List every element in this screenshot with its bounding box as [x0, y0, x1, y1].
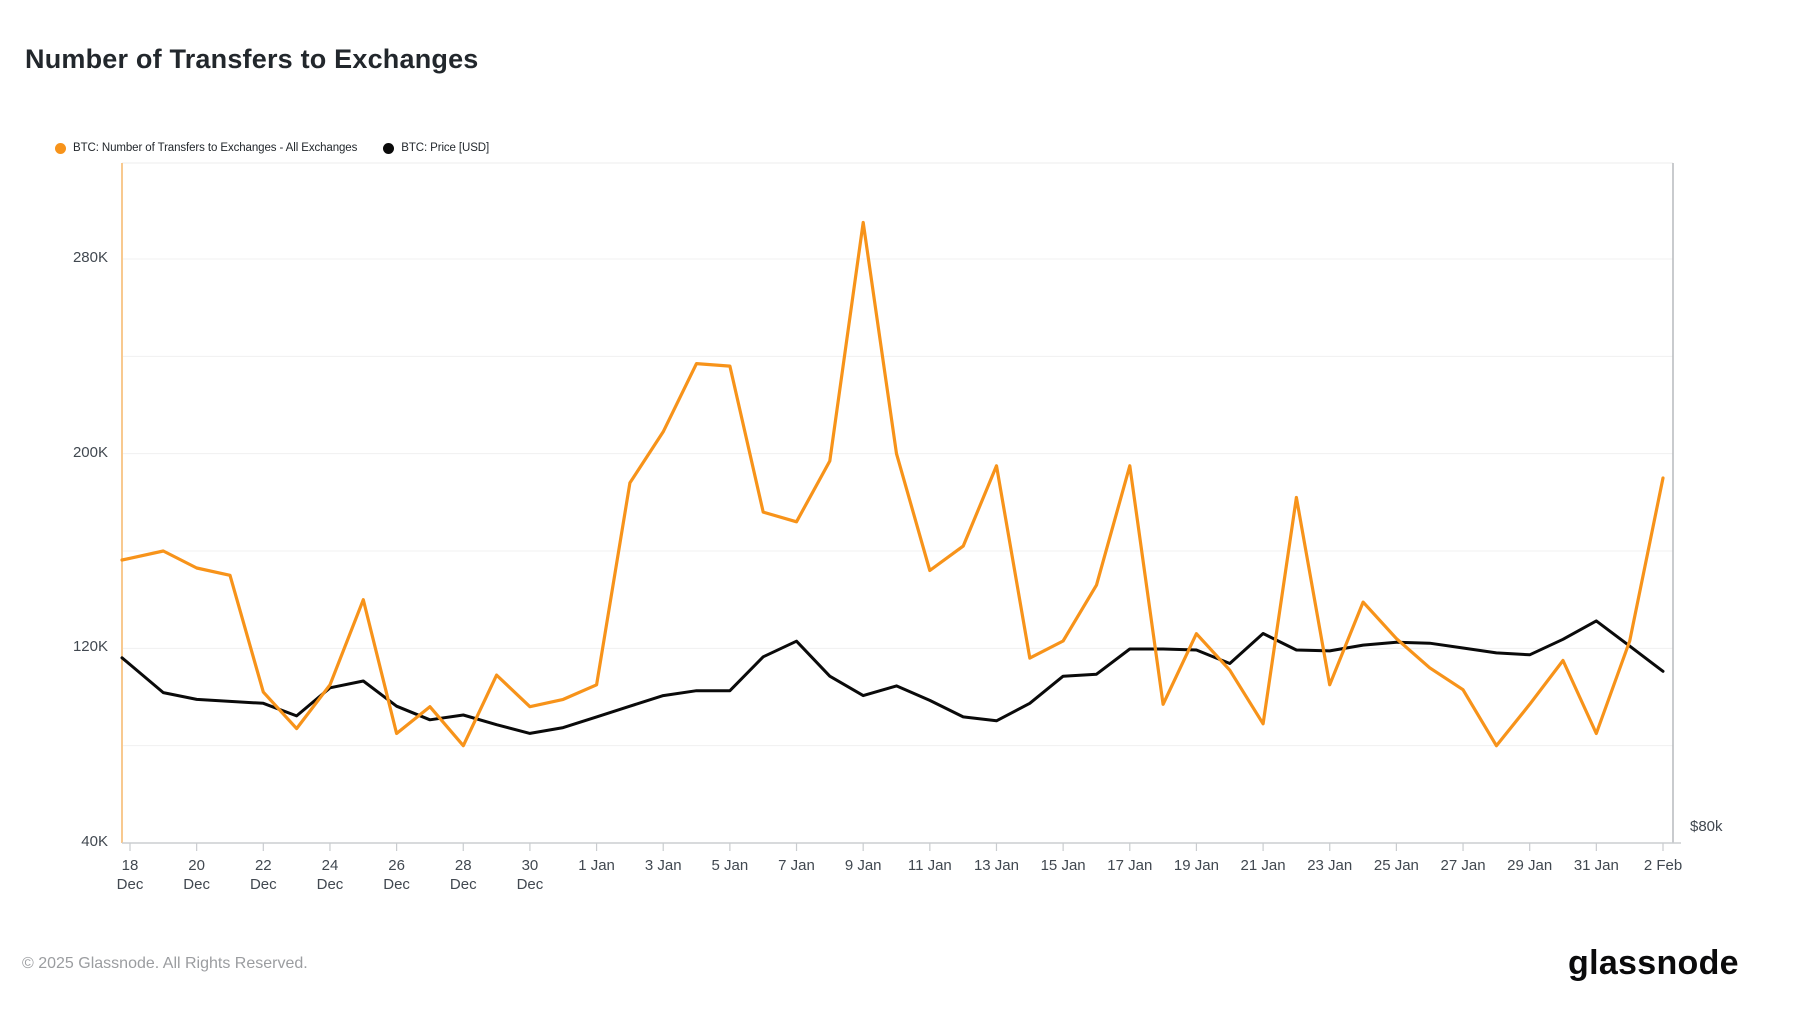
x-axis-label: 29 Jan — [1490, 856, 1570, 875]
x-axis-label-day: 3 Jan — [644, 857, 682, 874]
y-axis-label: 280K — [72, 249, 108, 266]
x-axis-label: 25 Jan — [1356, 856, 1436, 875]
x-axis-label: 26 Dec — [357, 856, 437, 894]
x-axis-label: 18 Dec — [90, 856, 170, 894]
x-axis-label-day: 29 Jan — [1507, 857, 1553, 874]
x-axis-label-day: 5 Jan — [711, 857, 749, 874]
x-axis-label-day: 2 Feb — [1643, 857, 1683, 874]
x-axis-label-day: 15 Jan — [1040, 857, 1086, 874]
x-axis-label-day: 25 Jan — [1373, 857, 1419, 874]
x-axis-label: 28 Dec — [423, 856, 503, 894]
x-axis-label: 9 Jan — [823, 856, 903, 875]
price-line — [120, 619, 1665, 735]
x-axis-label: 22 Dec — [223, 856, 303, 894]
x-axis-label: 31 Jan — [1556, 856, 1636, 875]
x-axis-label-month: Dec — [383, 876, 410, 893]
legend-item-transfers[interactable]: BTC: Number of Transfers to Exchanges - … — [55, 142, 357, 154]
x-axis-label: 30 Dec — [490, 856, 570, 894]
legend-item-price[interactable]: BTC: Price [USD] — [383, 142, 489, 154]
x-axis-label-month: Dec — [316, 876, 344, 893]
x-axis-label-day: 23 Jan — [1307, 857, 1353, 874]
x-axis-label-day: 1 Jan — [578, 857, 615, 874]
x-axis-label: 5 Jan — [690, 856, 770, 875]
legend: BTC: Number of Transfers to Exchanges - … — [55, 142, 489, 154]
page-title: Number of Transfers to Exchanges — [25, 44, 479, 74]
x-axis-label-day: 31 Jan — [1573, 857, 1619, 874]
y-axis-label: 120K — [72, 638, 108, 656]
y-axis-label: 200K — [72, 443, 108, 461]
transfers-series-dot-icon — [55, 142, 66, 154]
legend-label-transfers: BTC: Number of Transfers to Exchanges - … — [73, 142, 358, 154]
x-axis-label-day: 26 — [388, 857, 405, 874]
x-axis-label: 21 Jan — [1223, 856, 1303, 875]
x-axis-label-day: 30 — [521, 857, 539, 874]
x-axis-label-month: Dec — [183, 876, 210, 893]
x-axis-label-day: 17 Jan — [1107, 857, 1153, 874]
x-axis-label: 17 Jan — [1090, 856, 1170, 875]
x-axis-label-day: 20 — [188, 857, 205, 874]
x-axis-label: 11 Jan — [890, 856, 970, 875]
x-axis-label-month: Dec — [449, 876, 477, 893]
x-axis-label-day: 9 Jan — [844, 857, 882, 874]
x-axis-label: 2 Feb — [1623, 856, 1703, 875]
x-axis-label-month: Dec — [116, 876, 144, 893]
x-axis-label-day: 28 — [454, 857, 472, 874]
x-axis-label-day: 13 Jan — [973, 857, 1019, 874]
x-axis-label: 7 Jan — [757, 856, 837, 875]
x-axis-label: 27 Jan — [1423, 856, 1503, 875]
glassnode-logo: glassnode — [1568, 944, 1739, 982]
x-axis-label-day: 18 — [121, 857, 139, 874]
x-axis-label-day: 7 Jan — [778, 857, 815, 874]
x-axis-label-month: Dec — [249, 876, 277, 893]
x-axis-label: 3 Jan — [623, 856, 703, 875]
copyright-text: © 2025 Glassnode. All Rights Reserved. — [22, 955, 308, 972]
x-axis-label-month: Dec — [516, 876, 544, 893]
x-axis-label-day: 11 Jan — [907, 857, 952, 874]
transfers-line — [120, 220, 1665, 748]
x-axis-label-day: 27 Jan — [1440, 857, 1486, 874]
x-axis-label-day: 21 Jan — [1240, 857, 1286, 874]
x-axis-label: 1 Jan — [557, 856, 637, 875]
legend-label-price: BTC: Price [USD] — [401, 142, 490, 154]
x-axis-label-day: 19 Jan — [1173, 857, 1219, 874]
x-axis-label: 15 Jan — [1023, 856, 1103, 875]
x-axis-label-day: 24 — [321, 857, 339, 874]
x-axis-label-day: 22 — [254, 857, 272, 874]
x-axis-label: 20 Dec — [157, 856, 237, 894]
x-axis-label: 19 Jan — [1156, 856, 1236, 875]
x-axis-label: 24 Dec — [290, 856, 370, 894]
y-axis-label: 40K — [81, 832, 108, 850]
price-axis-label: $80k — [1690, 818, 1723, 835]
x-axis-label: 23 Jan — [1290, 856, 1370, 875]
x-axis-label: 13 Jan — [956, 856, 1036, 875]
price-series-dot-icon — [383, 142, 395, 154]
